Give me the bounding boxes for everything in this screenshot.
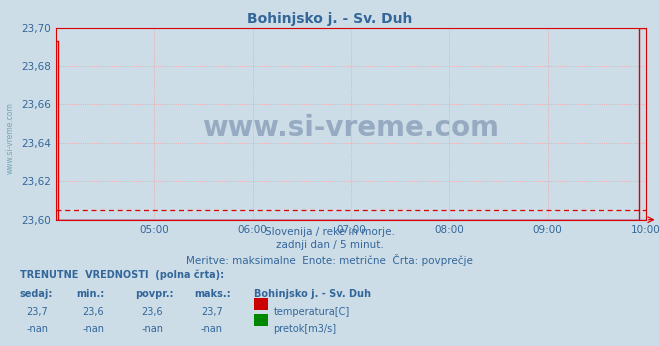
Text: 23,7: 23,7 — [201, 307, 223, 317]
Text: sedaj:: sedaj: — [20, 289, 53, 299]
Text: pretok[m3/s]: pretok[m3/s] — [273, 324, 337, 334]
Text: -nan: -nan — [82, 324, 104, 334]
Text: -nan: -nan — [142, 324, 163, 334]
Text: temperatura[C]: temperatura[C] — [273, 307, 350, 317]
Text: povpr.:: povpr.: — [135, 289, 173, 299]
Text: www.si-vreme.com: www.si-vreme.com — [5, 102, 14, 174]
Text: TRENUTNE  VREDNOSTI  (polna črta):: TRENUTNE VREDNOSTI (polna črta): — [20, 270, 224, 280]
Text: Slovenija / reke in morje.: Slovenija / reke in morje. — [264, 227, 395, 237]
Text: min.:: min.: — [76, 289, 104, 299]
Text: Bohinjsko j. - Sv. Duh: Bohinjsko j. - Sv. Duh — [247, 12, 412, 26]
Text: -nan: -nan — [201, 324, 223, 334]
Text: 23,7: 23,7 — [26, 307, 48, 317]
Text: zadnji dan / 5 minut.: zadnji dan / 5 minut. — [275, 240, 384, 251]
Text: 23,6: 23,6 — [82, 307, 104, 317]
Text: Bohinjsko j. - Sv. Duh: Bohinjsko j. - Sv. Duh — [254, 289, 371, 299]
Text: www.si-vreme.com: www.si-vreme.com — [202, 113, 500, 142]
Text: maks.:: maks.: — [194, 289, 231, 299]
Text: Meritve: maksimalne  Enote: metrične  Črta: povprečje: Meritve: maksimalne Enote: metrične Črta… — [186, 254, 473, 266]
Text: -nan: -nan — [26, 324, 48, 334]
Text: 23,6: 23,6 — [142, 307, 163, 317]
